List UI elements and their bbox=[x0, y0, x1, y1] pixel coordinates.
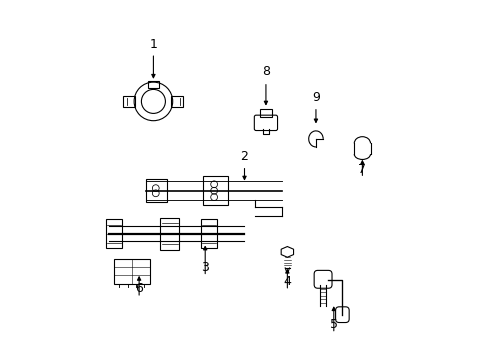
Bar bbox=[114, 258, 149, 284]
Bar bbox=[148, 81, 158, 88]
Bar bbox=[203, 176, 227, 205]
Bar bbox=[171, 96, 183, 107]
Bar bbox=[146, 180, 166, 202]
Bar bbox=[201, 219, 217, 248]
Bar bbox=[260, 109, 271, 117]
Text: 3: 3 bbox=[201, 261, 209, 274]
Bar bbox=[106, 219, 122, 248]
Text: 4: 4 bbox=[283, 275, 291, 288]
Bar bbox=[123, 96, 135, 107]
Bar bbox=[160, 217, 179, 249]
Text: 7: 7 bbox=[358, 163, 366, 176]
Text: 5: 5 bbox=[329, 318, 337, 331]
Text: 2: 2 bbox=[240, 150, 248, 163]
Text: 6: 6 bbox=[135, 283, 143, 296]
Text: 9: 9 bbox=[311, 91, 319, 104]
Text: 1: 1 bbox=[149, 38, 157, 51]
Text: 8: 8 bbox=[262, 64, 269, 77]
